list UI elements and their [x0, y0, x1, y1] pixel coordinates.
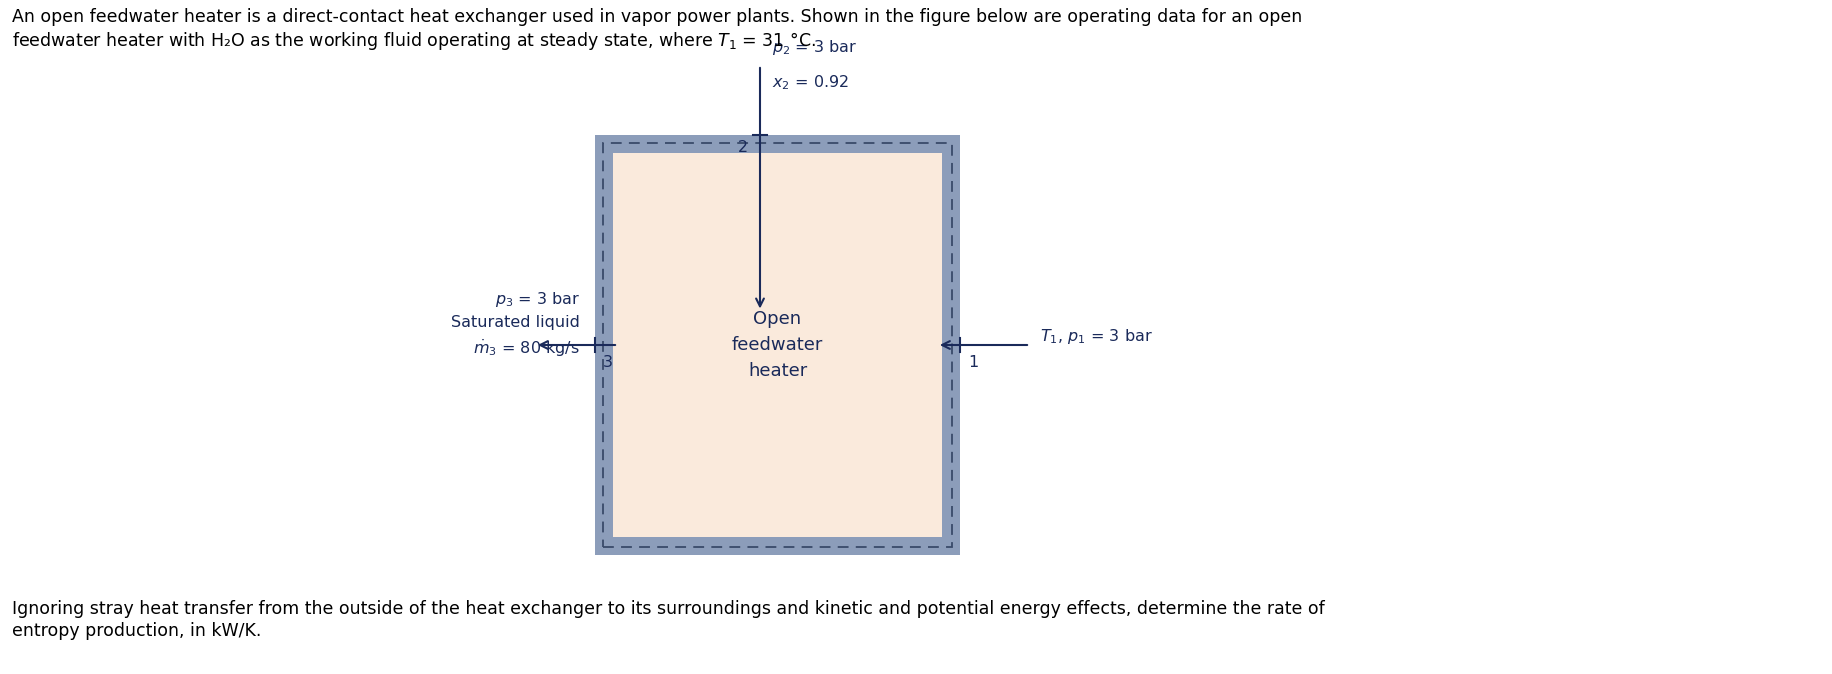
Text: feedwater heater with H₂O as the working fluid operating at steady state, where : feedwater heater with H₂O as the working…	[13, 30, 815, 52]
Text: entropy production, in kW/K.: entropy production, in kW/K.	[13, 622, 262, 640]
Bar	[595, 135, 960, 555]
Text: Open
feedwater
heater: Open feedwater heater	[731, 309, 823, 380]
Text: 3: 3	[603, 355, 614, 370]
Text: 1: 1	[967, 355, 978, 370]
Text: 2: 2	[738, 140, 747, 155]
Text: $x_2$ = 0.92: $x_2$ = 0.92	[771, 73, 848, 92]
Text: $p_3$ = 3 bar
Saturated liquid
$\dot{m}_3$ = 80 kg/s: $p_3$ = 3 bar Saturated liquid $\dot{m}_…	[451, 290, 581, 359]
Bar	[603, 143, 953, 547]
Text: $T_1$, $p_1$ = 3 bar: $T_1$, $p_1$ = 3 bar	[1041, 328, 1152, 346]
Text: An open feedwater heater is a direct-contact heat exchanger used in vapor power : An open feedwater heater is a direct-con…	[13, 8, 1303, 26]
Text: $p_2$ = 3 bar: $p_2$ = 3 bar	[771, 38, 857, 57]
Text: Ignoring stray heat transfer from the outside of the heat exchanger to its surro: Ignoring stray heat transfer from the ou…	[13, 600, 1325, 618]
Bar	[614, 153, 942, 537]
